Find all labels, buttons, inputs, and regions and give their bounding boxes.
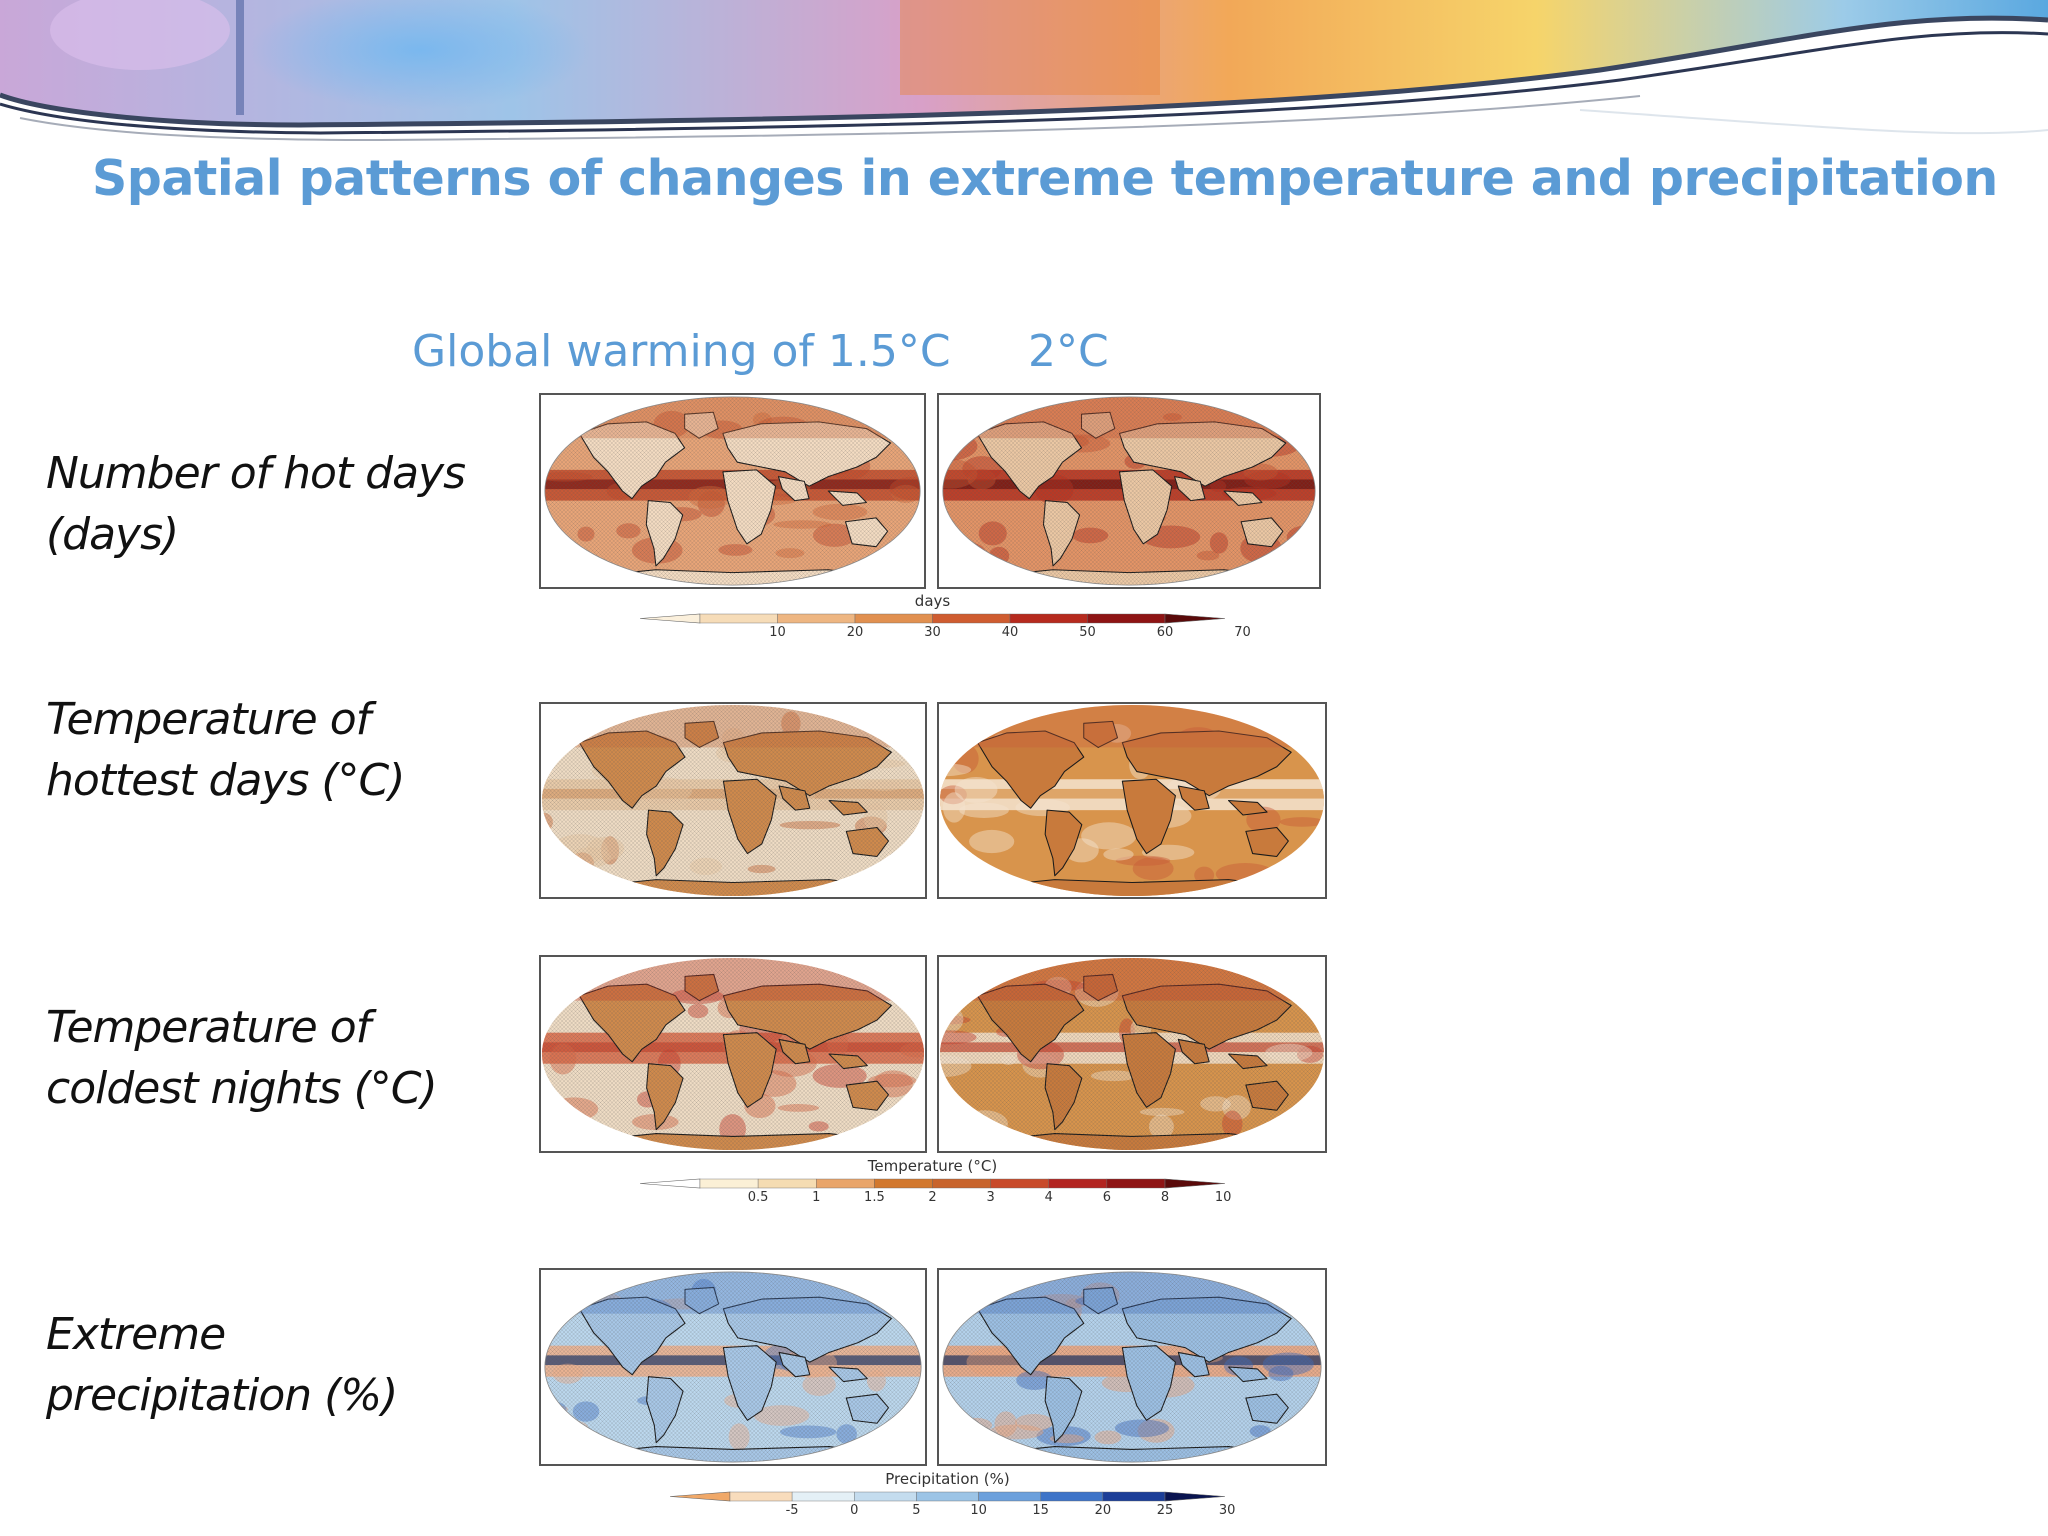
- colorbar-temperature: Temperature (°C) 0.5 1 1.5 2 3 4 6 8 10: [640, 1157, 1231, 1217]
- colorbar-title: days: [914, 592, 951, 610]
- colorbar-tick-label: 2: [928, 1190, 937, 1205]
- world-map: [541, 957, 925, 1151]
- column-label-1-5c: Global warming of 1.5°C: [412, 326, 951, 377]
- colorbar-days: days 10 20 30 40 50 60 70: [640, 592, 1251, 644]
- map-precipitation-1-5c: [539, 1268, 927, 1466]
- colorbar-tick-label: 1: [812, 1190, 821, 1205]
- slide-title: Spatial patterns of changes in extreme t…: [92, 150, 1998, 207]
- row-label-line: Temperature of: [46, 1002, 371, 1053]
- world-map: [939, 957, 1325, 1151]
- colorbar-graphic: [640, 1178, 1225, 1189]
- row-label-line: hottest days (°C): [46, 755, 405, 806]
- world-map: [544, 396, 921, 586]
- colorbar-tick-label: 50: [1079, 625, 1096, 640]
- row-label-line: Number of hot days: [46, 448, 466, 499]
- row-label-extreme-precipitation: Extreme precipitation (%): [46, 1304, 398, 1426]
- world-map: [942, 1271, 1322, 1463]
- header-banner: [0, 0, 2048, 150]
- row-label-line: coldest nights (°C): [46, 1063, 438, 1114]
- colorbar-tick-label: 30: [1218, 1503, 1236, 1518]
- colorbar-tick-label: 0: [850, 1503, 859, 1518]
- row-label-coldest-nights: Temperature of coldest nights (°C): [46, 997, 438, 1119]
- map-hot-days-1-5c: [539, 393, 926, 589]
- world-map: [942, 396, 1316, 586]
- colorbar-tick-label: 60: [1156, 625, 1174, 640]
- colorbar-precipitation: Precipitation (%) -5 0 5 10 15 20 25 30: [670, 1470, 1235, 1530]
- world-map: [544, 1271, 922, 1463]
- map-coldest-nights-2c: [937, 955, 1327, 1153]
- colorbar-tick-label: 10: [769, 625, 786, 640]
- colorbar-title: Precipitation (%): [885, 1470, 1010, 1488]
- colorbar-tick-label: 10: [1214, 1190, 1232, 1205]
- row-label-line: (days): [46, 509, 179, 560]
- map-hottest-days-2c: [937, 702, 1327, 899]
- row-label-hot-days: Number of hot days (days): [46, 443, 466, 565]
- column-label-2c: 2°C: [1028, 326, 1109, 377]
- colorbar-tick-label: 5: [912, 1503, 921, 1518]
- banner-artwork: [0, 0, 2048, 142]
- row-label-line: precipitation (%): [46, 1370, 398, 1421]
- colorbar-graphic: [670, 1491, 1225, 1502]
- colorbar-title: Temperature (°C): [867, 1157, 998, 1175]
- map-precipitation-2c: [937, 1268, 1327, 1466]
- colorbar-tick-label: 20: [1094, 1503, 1112, 1518]
- colorbar-tick-label: 1.5: [864, 1190, 885, 1205]
- colorbar-tick-label: 25: [1156, 1503, 1174, 1518]
- map-hot-days-2c: [937, 393, 1321, 589]
- colorbar-graphic: [640, 613, 1225, 624]
- map-hottest-days-1-5c: [539, 702, 927, 899]
- colorbar-tick-label: 8: [1160, 1190, 1170, 1205]
- colorbar-tick-label: 6: [1102, 1190, 1112, 1205]
- colorbar-tick-label: -5: [785, 1503, 799, 1518]
- row-label-hottest-days: Temperature of hottest days (°C): [46, 689, 405, 811]
- world-map: [939, 704, 1325, 897]
- colorbar-tick-label: 3: [986, 1190, 995, 1205]
- colorbar-tick-label: 4: [1044, 1190, 1053, 1205]
- world-map: [541, 704, 925, 897]
- colorbar-tick-label: 40: [1001, 625, 1019, 640]
- map-coldest-nights-1-5c: [539, 955, 927, 1153]
- colorbar-tick-label: 0.5: [747, 1190, 769, 1205]
- row-label-line: Temperature of: [46, 694, 371, 745]
- colorbar-tick-label: 30: [924, 625, 941, 640]
- colorbar-tick-label: 70: [1234, 625, 1251, 640]
- colorbar-tick-label: 15: [1032, 1503, 1049, 1518]
- row-label-line: Extreme: [46, 1309, 226, 1360]
- colorbar-tick-label: 10: [970, 1503, 987, 1518]
- colorbar-tick-label: 20: [846, 625, 864, 640]
